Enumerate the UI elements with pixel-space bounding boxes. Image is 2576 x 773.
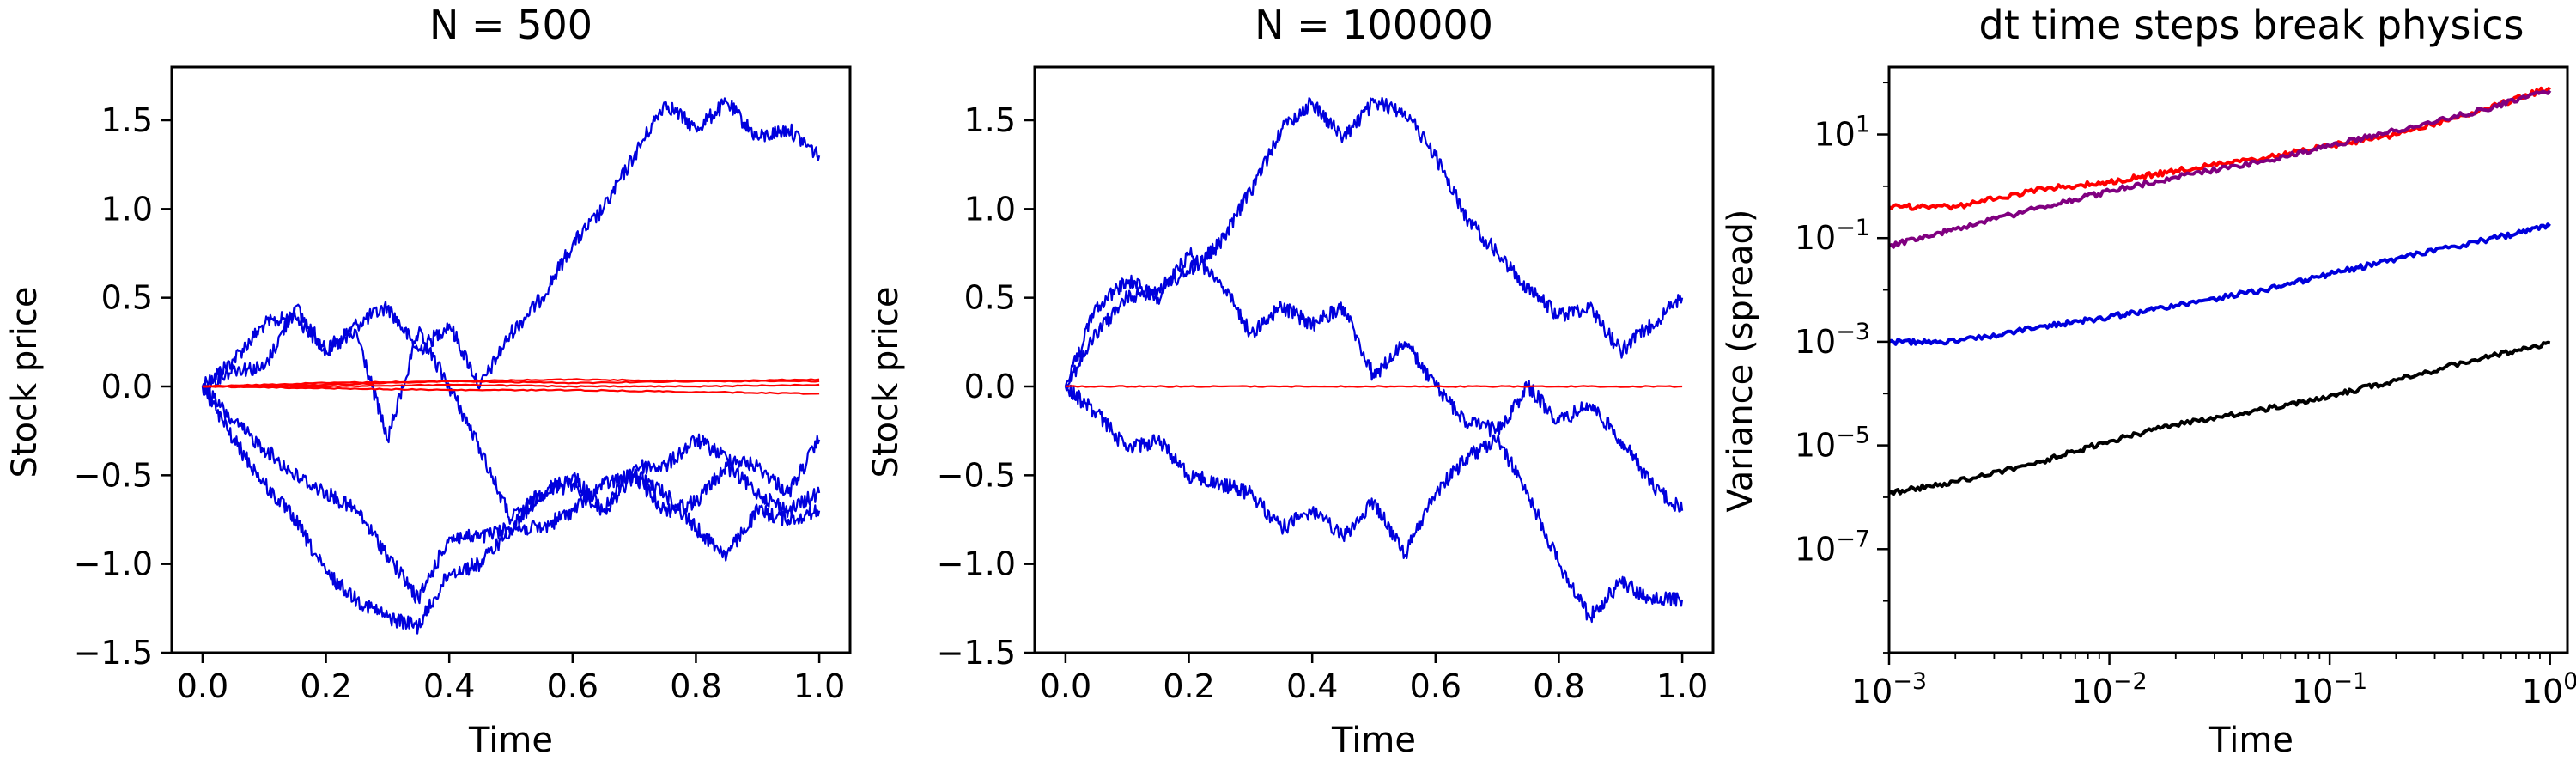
x-axis-label: Time xyxy=(1331,721,1416,760)
x-tick-label: 0.4 xyxy=(1286,667,1338,705)
panel-n100000: N = 100000 Time Stock price 0.0 0.2 0.4 0.6… xyxy=(866,2,1715,760)
series-line-7 xyxy=(202,383,820,388)
axes-frame xyxy=(1033,65,1715,654)
x-tick-label: 0.0 xyxy=(1040,667,1091,705)
series-line-2 xyxy=(1064,384,1684,624)
series-line-0 xyxy=(1887,86,2551,211)
x-axis-label: Time xyxy=(2208,721,2293,760)
y-tick-label: 10−5 xyxy=(1795,423,1870,465)
y-tick-label: 1.0 xyxy=(964,190,1016,228)
plot-area xyxy=(1887,86,2552,496)
y-tick-label: 0.0 xyxy=(101,368,153,405)
y-tick-label: −1.0 xyxy=(937,545,1016,583)
x-tick-label: 0.8 xyxy=(670,667,721,705)
axes-frame xyxy=(1887,65,2569,654)
y-tick-label: −1.5 xyxy=(74,634,153,672)
y-axis-label: Stock price xyxy=(5,287,45,478)
y-tick-label: 10−3 xyxy=(1795,319,1870,361)
series-line-0 xyxy=(201,97,821,392)
x-tick-label: 0.0 xyxy=(177,667,228,705)
ticks: 10−3 10−2 10−1 100 10−7 10−5 10−3 10−1 101 xyxy=(1795,82,2576,710)
y-tick-label: 1.0 xyxy=(101,190,153,228)
x-tick-label: 10−1 xyxy=(2292,668,2367,710)
panel-title: dt time steps break physics xyxy=(1979,2,2524,48)
x-axis-label: Time xyxy=(468,721,553,760)
series-line-5 xyxy=(202,380,820,388)
x-tick-label: 0.8 xyxy=(1533,667,1584,705)
x-tick-label: 0.2 xyxy=(1163,667,1214,705)
x-tick-label: 0.6 xyxy=(547,667,598,705)
ticks: 0.0 0.2 0.4 0.6 0.8 1.0 −1.5 −1.0 −0.5 0.0 0.5 1.0 1… xyxy=(74,101,846,705)
panel-title: N = 100000 xyxy=(1255,2,1493,48)
series-line-6 xyxy=(202,385,820,395)
y-tick-label: 10−1 xyxy=(1795,215,1870,257)
y-tick-label: −0.5 xyxy=(937,456,1016,494)
y-tick-label: 1.5 xyxy=(964,101,1016,139)
x-tick-label: 0.2 xyxy=(300,667,351,705)
ticks: 0.0 0.2 0.4 0.6 0.8 1.0 −1.5 −1.0 −0.5 0.0 0.5 1.0 1… xyxy=(937,101,1709,705)
y-tick-label: 0.0 xyxy=(964,368,1016,405)
panel-variance: dt time steps break physics Time Varianc… xyxy=(1721,2,2576,760)
plot-area xyxy=(1064,96,1684,624)
axes-frame xyxy=(170,65,852,654)
y-axis-label: Stock price xyxy=(866,287,906,478)
x-tick-label: 0.6 xyxy=(1410,667,1461,705)
series-line-2 xyxy=(201,385,821,635)
series-line-3 xyxy=(1888,340,2551,496)
y-tick-label: 1.5 xyxy=(101,101,153,139)
panel-title: N = 500 xyxy=(429,2,592,48)
series-line-1 xyxy=(202,303,821,525)
y-tick-label: −0.5 xyxy=(74,456,153,494)
y-tick-label: 0.5 xyxy=(101,279,153,317)
x-tick-label: 100 xyxy=(2522,668,2576,710)
y-axis-label: Variance (spread) xyxy=(1721,209,1760,512)
series-line-1 xyxy=(1888,89,2552,249)
series-line-3 xyxy=(201,382,821,605)
series-line-2 xyxy=(1888,222,2551,346)
x-tick-label: 1.0 xyxy=(793,667,845,705)
plot-area xyxy=(201,97,821,635)
y-tick-label: −1.0 xyxy=(74,545,153,583)
y-tick-label: −1.5 xyxy=(937,634,1016,672)
y-tick-label: 0.5 xyxy=(964,279,1016,317)
x-tick-label: 10−3 xyxy=(1851,668,1927,710)
series-line-1 xyxy=(1064,247,1684,513)
x-tick-label: 10−2 xyxy=(2071,668,2147,710)
series-line-0 xyxy=(1064,96,1684,387)
y-tick-label: 101 xyxy=(1814,112,1870,154)
x-tick-label: 1.0 xyxy=(1656,667,1708,705)
panel-n500: N = 500 Time Stock price 0.0 0.2 0.4 0.6 0.8… xyxy=(5,2,852,760)
y-tick-label: 10−7 xyxy=(1795,526,1870,568)
x-tick-label: 0.4 xyxy=(423,667,475,705)
